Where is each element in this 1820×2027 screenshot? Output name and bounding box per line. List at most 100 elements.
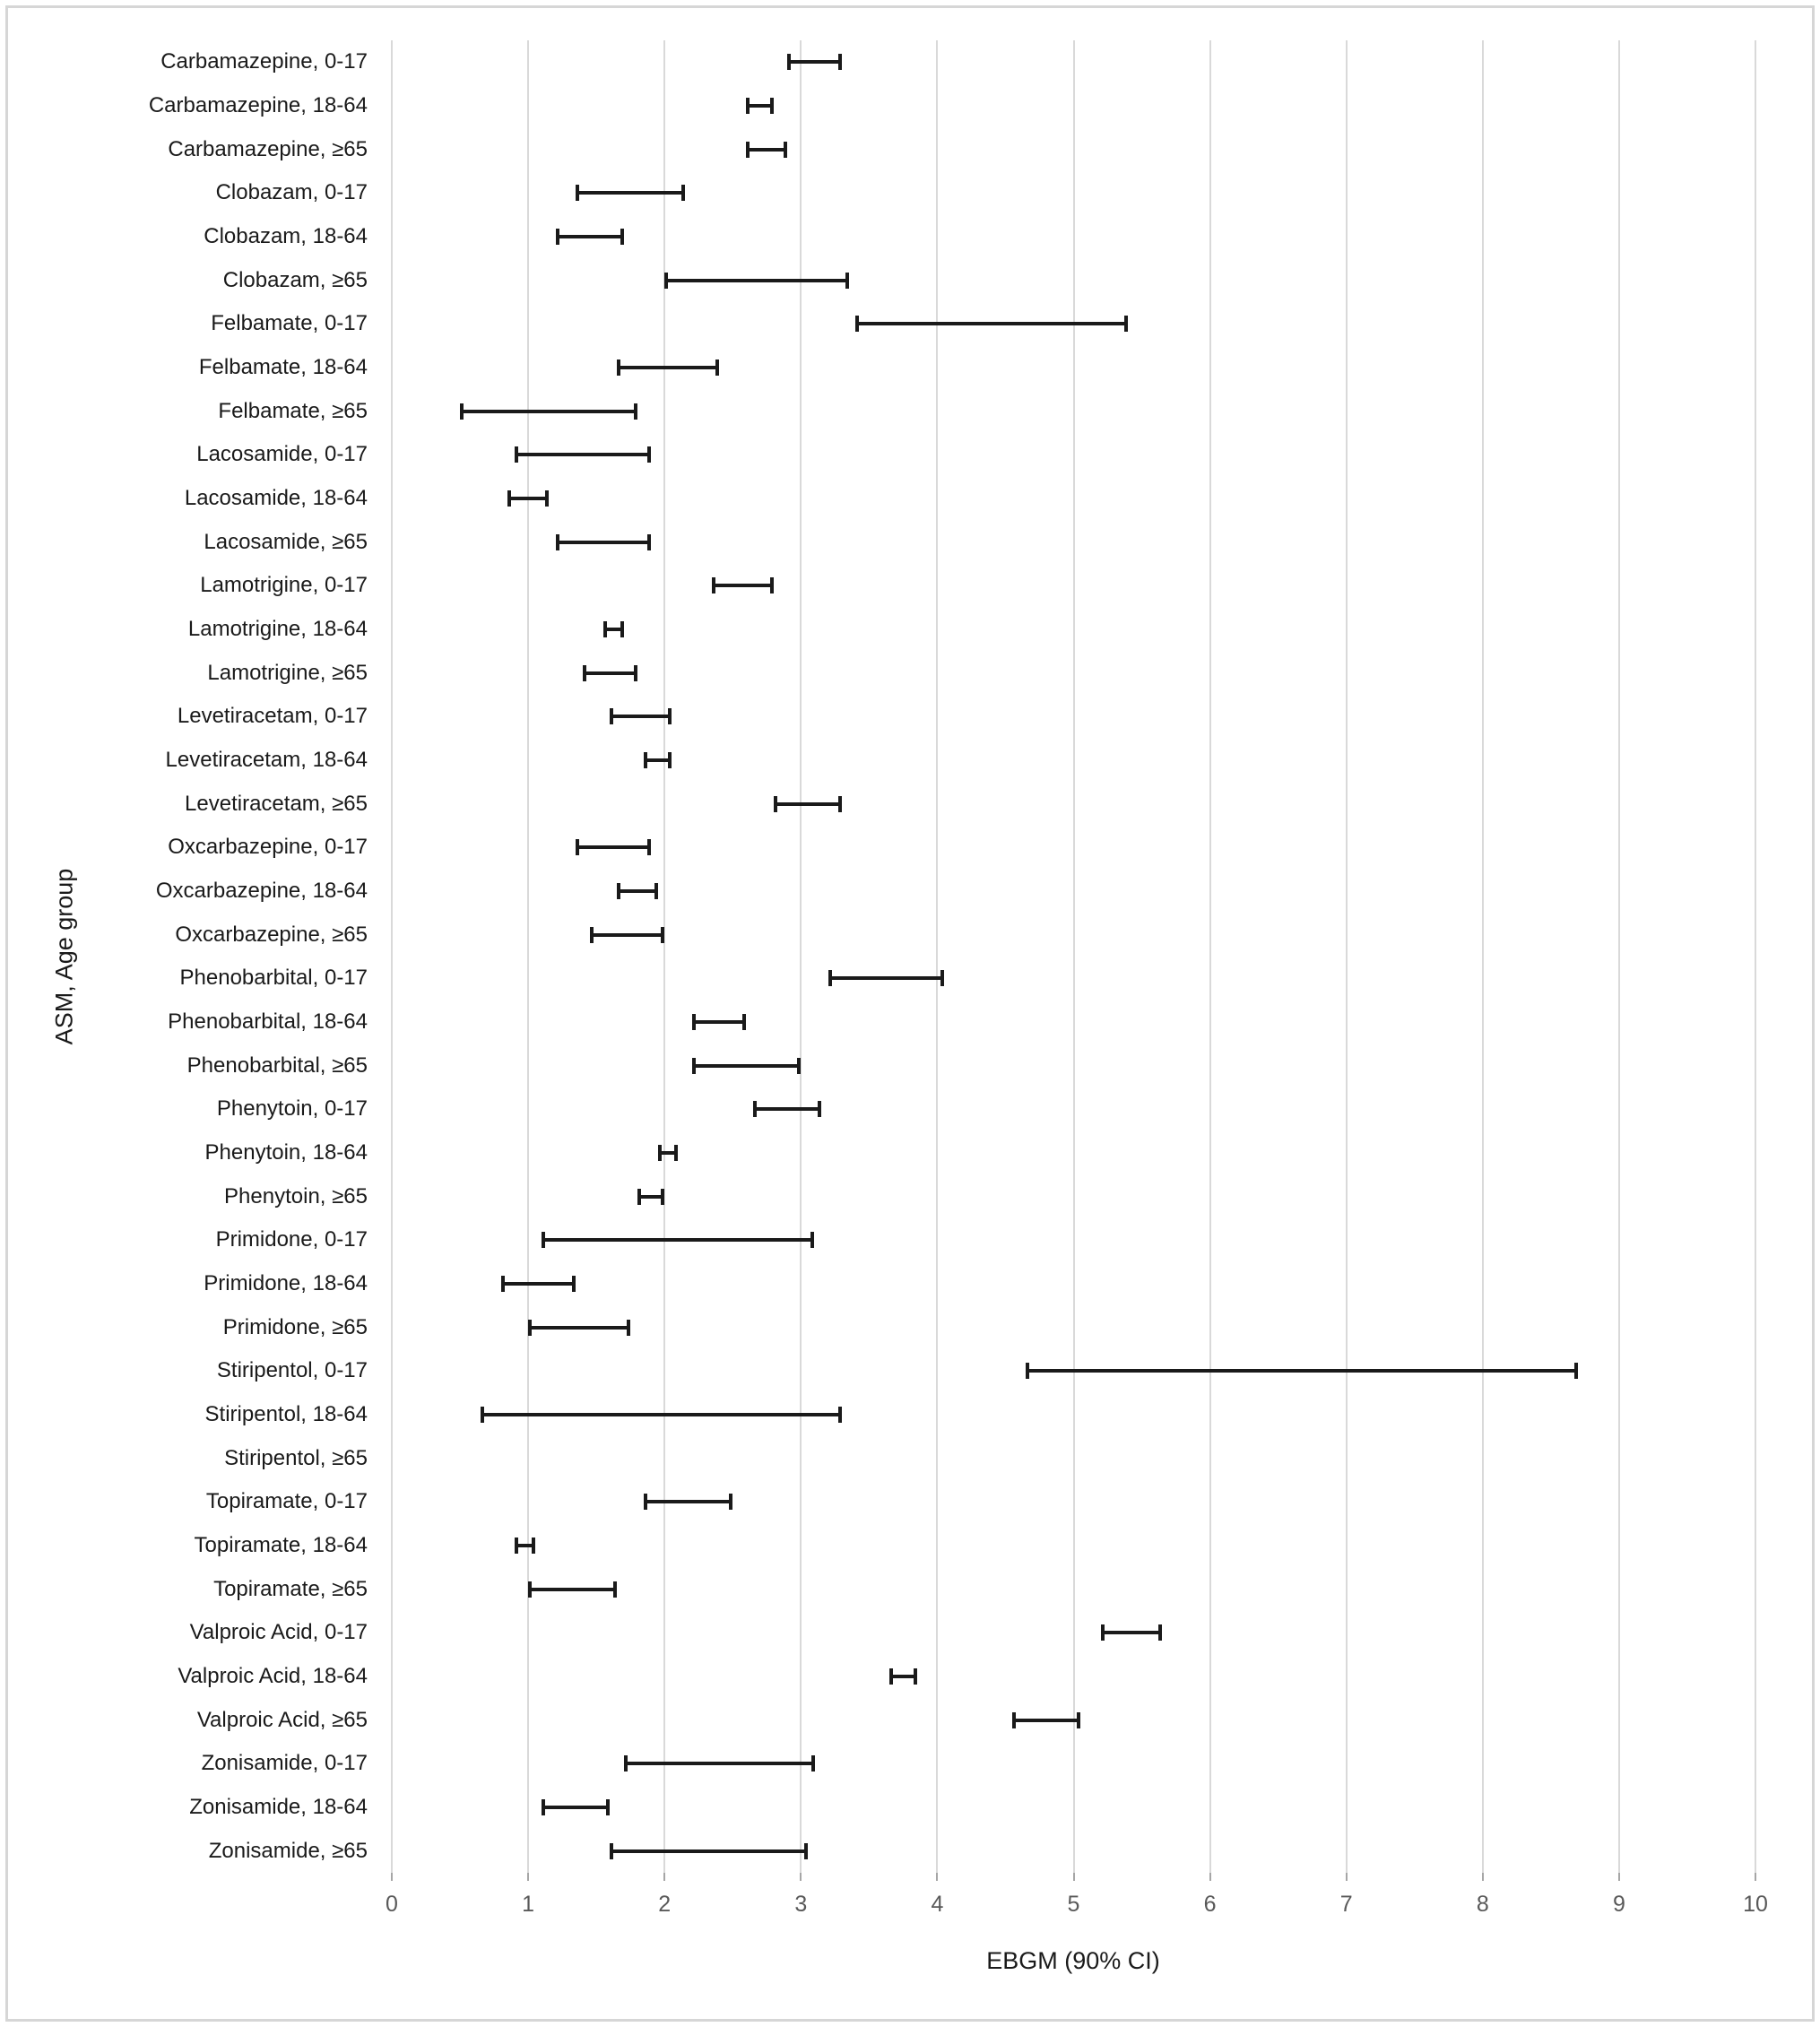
ci-bar xyxy=(542,1232,815,1249)
row-label: Phenobarbital, 18-64 xyxy=(168,1009,368,1034)
ci-line xyxy=(644,758,672,762)
ci-line xyxy=(691,1020,747,1024)
ci-cap-low xyxy=(610,708,614,725)
ci-line xyxy=(528,1587,617,1591)
ci-cap-high xyxy=(837,54,842,71)
gridline-x-4 xyxy=(936,40,939,1873)
ci-cap-low xyxy=(889,1668,894,1685)
ci-cap-low xyxy=(616,359,620,376)
row-label: Topiramate, ≥65 xyxy=(213,1576,368,1601)
y-axis-title: ASM, Age group xyxy=(50,868,78,1045)
ci-cap-high xyxy=(784,141,788,158)
ci-line xyxy=(773,801,842,806)
x-axis-tick-2 xyxy=(663,1873,666,1881)
x-tick-label-5: 5 xyxy=(1067,1892,1080,1917)
ci-cap-high xyxy=(661,1188,665,1205)
ci-cap-high xyxy=(667,708,672,725)
ci-line xyxy=(889,1675,917,1678)
row-label: Stiripentol, 0-17 xyxy=(216,1358,368,1383)
x-tick-label-1: 1 xyxy=(522,1892,535,1917)
ci-cap-high xyxy=(742,1014,747,1030)
ci-cap-low xyxy=(514,1538,518,1554)
ci-bar xyxy=(616,359,720,376)
ci-cap-high xyxy=(612,1581,617,1598)
ci-cap-high xyxy=(1124,316,1129,333)
ci-line xyxy=(746,147,788,152)
ci-cap-low xyxy=(1012,1711,1017,1728)
ci-line xyxy=(616,366,720,369)
ci-line xyxy=(1026,1369,1579,1373)
ci-cap-high xyxy=(729,1494,733,1511)
ci-cap-low xyxy=(712,577,716,594)
ci-bar xyxy=(542,1799,611,1815)
row-label: Primidone, 0-17 xyxy=(215,1227,368,1252)
ci-cap-high xyxy=(810,1755,815,1772)
ci-cap-high xyxy=(940,970,944,987)
ci-bar xyxy=(555,229,624,245)
ci-bar xyxy=(1100,1624,1163,1642)
ci-bar xyxy=(610,1842,808,1859)
ci-cap-low xyxy=(514,446,518,463)
ci-cap-low xyxy=(657,1145,662,1161)
row-label: Phenytoin, 0-17 xyxy=(216,1096,368,1122)
ci-cap-high xyxy=(654,883,658,899)
plot-area xyxy=(391,40,1756,1881)
ci-bar xyxy=(746,141,788,158)
ci-line xyxy=(602,628,624,631)
ci-cap-high xyxy=(544,490,549,507)
ci-cap-low xyxy=(664,272,669,289)
ci-cap-high xyxy=(646,839,651,856)
ci-cap-low xyxy=(576,185,580,202)
ci-cap-high xyxy=(913,1668,917,1685)
row-label: Lacosamide, 18-64 xyxy=(184,486,368,510)
row-label: Primidone, 18-64 xyxy=(204,1271,368,1295)
x-tick-label-9: 9 xyxy=(1612,1892,1625,1917)
ci-line xyxy=(753,1107,822,1112)
ci-bar xyxy=(664,272,849,289)
ci-bar xyxy=(460,403,637,420)
ci-line xyxy=(1100,1631,1163,1635)
ci-bar xyxy=(889,1668,917,1685)
ci-cap-low xyxy=(602,621,607,637)
ci-bar xyxy=(576,839,651,856)
row-label: Phenytoin, ≥65 xyxy=(224,1183,368,1208)
ci-cap-low xyxy=(1026,1363,1030,1380)
ci-line xyxy=(610,1849,808,1853)
row-label: Carbamazepine, ≥65 xyxy=(168,136,368,161)
ci-bar xyxy=(507,490,549,507)
ci-cap-low xyxy=(623,1755,628,1772)
ci-line xyxy=(664,278,849,282)
ci-cap-low xyxy=(855,316,860,333)
row-label: Levetiracetam, 18-64 xyxy=(165,748,368,772)
ci-line xyxy=(637,1194,665,1199)
row-label: Felbamate, ≥65 xyxy=(218,398,368,423)
ci-line xyxy=(576,191,685,195)
ci-cap-high xyxy=(769,577,774,594)
row-label: Lacosamide, 0-17 xyxy=(196,442,368,467)
ci-cap-low xyxy=(637,1188,641,1205)
x-tick-label-6: 6 xyxy=(1203,1892,1217,1917)
x-tick-label-3: 3 xyxy=(794,1892,808,1917)
ci-line xyxy=(746,104,774,108)
row-label: Zonisamide, 0-17 xyxy=(201,1751,368,1776)
ci-bar xyxy=(616,883,658,899)
ci-line xyxy=(460,409,637,413)
ci-cap-high xyxy=(646,446,651,463)
gridline-x-1 xyxy=(527,40,530,1873)
ci-cap-high xyxy=(797,1057,802,1074)
ci-line xyxy=(542,1806,611,1809)
x-tick-label-10: 10 xyxy=(1743,1892,1768,1917)
ci-cap-high xyxy=(627,1319,631,1336)
gridline-x-7 xyxy=(1345,40,1348,1873)
ci-cap-high xyxy=(667,752,672,768)
row-label: Clobazam, 18-64 xyxy=(204,224,368,248)
ci-cap-high xyxy=(845,272,849,289)
row-label: Lamotrigine, 18-64 xyxy=(187,617,368,641)
x-tick-label-8: 8 xyxy=(1476,1892,1489,1917)
ci-line xyxy=(514,453,651,457)
ci-cap-high xyxy=(646,533,651,550)
row-label: Oxcarbazepine, ≥65 xyxy=(175,922,368,947)
row-label: Zonisamide, 18-64 xyxy=(189,1795,368,1819)
x-axis-tick-1 xyxy=(527,1873,530,1881)
ci-cap-low xyxy=(555,229,559,245)
